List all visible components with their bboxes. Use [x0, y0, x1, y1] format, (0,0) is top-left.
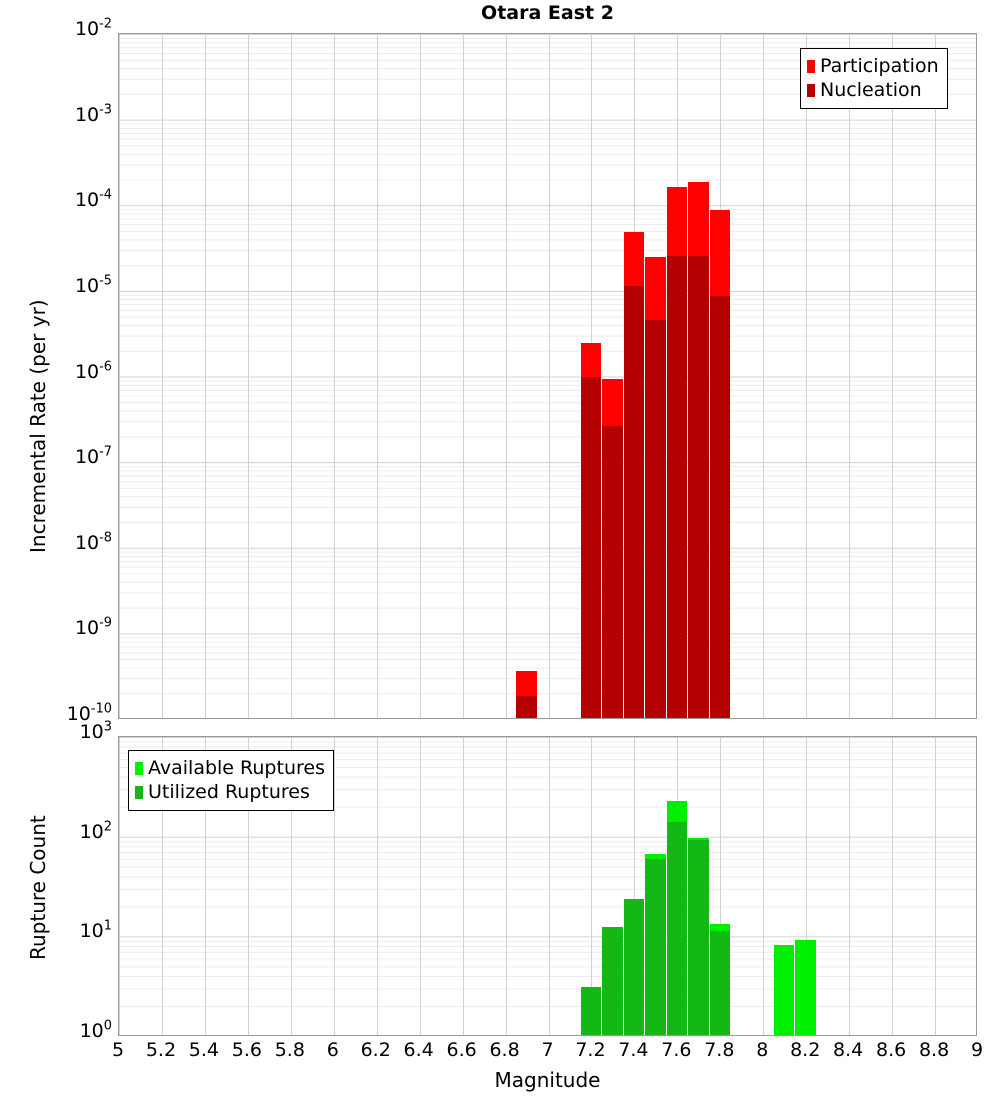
- bar-segment-nucleation: [688, 255, 709, 718]
- x-tick-label: 7.4: [618, 1039, 649, 1061]
- x-tick-label: 5.2: [145, 1039, 177, 1061]
- bar-segment-utilized: [580, 987, 602, 1035]
- bar-segment-nucleation: [709, 295, 731, 718]
- legend-label: Available Ruptures: [148, 756, 325, 779]
- x-tick-label: 6.6: [446, 1039, 477, 1061]
- y-tick-label: 102: [79, 819, 112, 843]
- y-tick-label: 100: [79, 1018, 112, 1042]
- y-tick-label: 10-3: [74, 102, 112, 126]
- x-tick-label: 6.8: [489, 1039, 520, 1061]
- x-tick-label: 7.2: [575, 1039, 606, 1061]
- bar-group: [623, 34, 645, 718]
- legend-swatch-icon: [807, 83, 815, 97]
- x-tick-label: 7.6: [661, 1039, 692, 1061]
- bar-segment-available: [773, 944, 795, 1035]
- incremental-rate-legend[interactable]: Participation Nucleation: [800, 48, 948, 109]
- bar-group: [709, 737, 731, 1035]
- y-tick-label: 10-7: [74, 444, 112, 469]
- rupture-count-plot-area: [119, 737, 976, 1035]
- bar-segment-utilized: [645, 858, 666, 1035]
- legend-label: Nucleation: [820, 78, 922, 101]
- rupture-legend-item[interactable]: Utilized Ruptures: [135, 780, 325, 804]
- participation-nucleation-legend-item[interactable]: Nucleation: [807, 78, 939, 102]
- bar-segment-utilized: [623, 899, 645, 1035]
- y-tick-label: 10-9: [74, 616, 112, 640]
- x-tick-label: 6.2: [360, 1039, 391, 1061]
- bar-segment-nucleation: [602, 425, 623, 718]
- x-tick-label: 7: [541, 1039, 554, 1061]
- bar-segment-utilized: [602, 927, 623, 1035]
- bar-segment-utilized: [666, 822, 688, 1035]
- bar-group: [795, 737, 816, 1035]
- bar-segment-nucleation: [666, 255, 688, 718]
- y-tick-label: 10-5: [74, 273, 112, 297]
- bar-segment-nucleation: [623, 286, 645, 718]
- x-tick-label: 8.2: [790, 1039, 821, 1061]
- y-tick-label: 10-8: [74, 530, 112, 554]
- x-tick-label: 5.6: [231, 1039, 262, 1061]
- magnitude-x-axis-title: Magnitude: [494, 1068, 601, 1092]
- rupture-count-y-axis-title: Rupture Count: [26, 815, 50, 960]
- bar-group: [773, 737, 795, 1035]
- x-tick-label: 8.4: [833, 1039, 864, 1061]
- bar-group: [645, 737, 666, 1035]
- bar-segment-nucleation: [580, 377, 602, 718]
- rupture-legend-item[interactable]: Available Ruptures: [135, 756, 325, 780]
- y-tick-label: 10-4: [74, 187, 112, 212]
- x-tick-label: 5: [111, 1039, 125, 1061]
- bar-group: [538, 737, 558, 1035]
- x-tick-label: 5.8: [274, 1039, 305, 1061]
- bar-group: [602, 737, 623, 1035]
- rupture-count-legend[interactable]: Available Ruptures Utilized Ruptures: [128, 750, 334, 811]
- incremental-rate-plot-area: [119, 34, 976, 718]
- y-tick-label: 10-2: [74, 16, 112, 40]
- grid-lines: [119, 34, 976, 718]
- bar-group: [688, 737, 709, 1035]
- bar-group: [516, 34, 537, 718]
- bar-group: [580, 737, 602, 1035]
- y-tick-label: 10-10: [66, 701, 112, 725]
- x-tick-label: 8.6: [875, 1039, 907, 1061]
- legend-label: Utilized Ruptures: [148, 780, 310, 803]
- bar-segment-utilized: [688, 840, 709, 1035]
- bar-group: [495, 737, 515, 1035]
- x-tick-label: 7.8: [704, 1039, 735, 1061]
- x-tick-label: 5.4: [188, 1039, 219, 1061]
- legend-swatch-icon: [807, 59, 815, 73]
- rupture-count-chart-panel: [118, 736, 977, 1036]
- bar-group: [688, 34, 709, 718]
- y-tick-label: 101: [79, 919, 112, 943]
- bar-group: [623, 737, 645, 1035]
- y-tick-label: 10-6: [74, 359, 112, 383]
- y-tick-label: 103: [79, 719, 112, 743]
- x-tick-label: 6: [326, 1039, 339, 1061]
- bar-segment-nucleation: [516, 696, 537, 718]
- bar-group: [580, 34, 602, 718]
- incremental-rate-chart-panel: [118, 33, 977, 719]
- page-title: Otara East 2: [481, 2, 614, 24]
- bar-group: [602, 34, 623, 718]
- bar-segment-nucleation: [645, 320, 666, 718]
- x-tick-label: 8.8: [918, 1039, 950, 1061]
- legend-swatch-icon: [135, 761, 143, 775]
- bar-group: [666, 737, 688, 1035]
- x-tick-label: 9: [970, 1039, 984, 1061]
- grid-lines: [119, 737, 976, 1035]
- bar-segment-available: [795, 939, 816, 1035]
- x-tick-label: 6.4: [403, 1039, 434, 1061]
- x-tick-label: 8: [756, 1039, 769, 1061]
- bar-group: [709, 34, 731, 718]
- legend-label: Participation: [820, 54, 939, 77]
- bar-group: [559, 737, 579, 1035]
- bar-group: [645, 34, 666, 718]
- legend-swatch-icon: [135, 785, 143, 799]
- participation-nucleation-legend-item[interactable]: Participation: [807, 54, 939, 78]
- bar-group: [666, 34, 688, 718]
- incremental-rate-y-axis-title: Incremental Rate (per yr): [26, 299, 50, 553]
- bar-segment-utilized: [709, 931, 731, 1035]
